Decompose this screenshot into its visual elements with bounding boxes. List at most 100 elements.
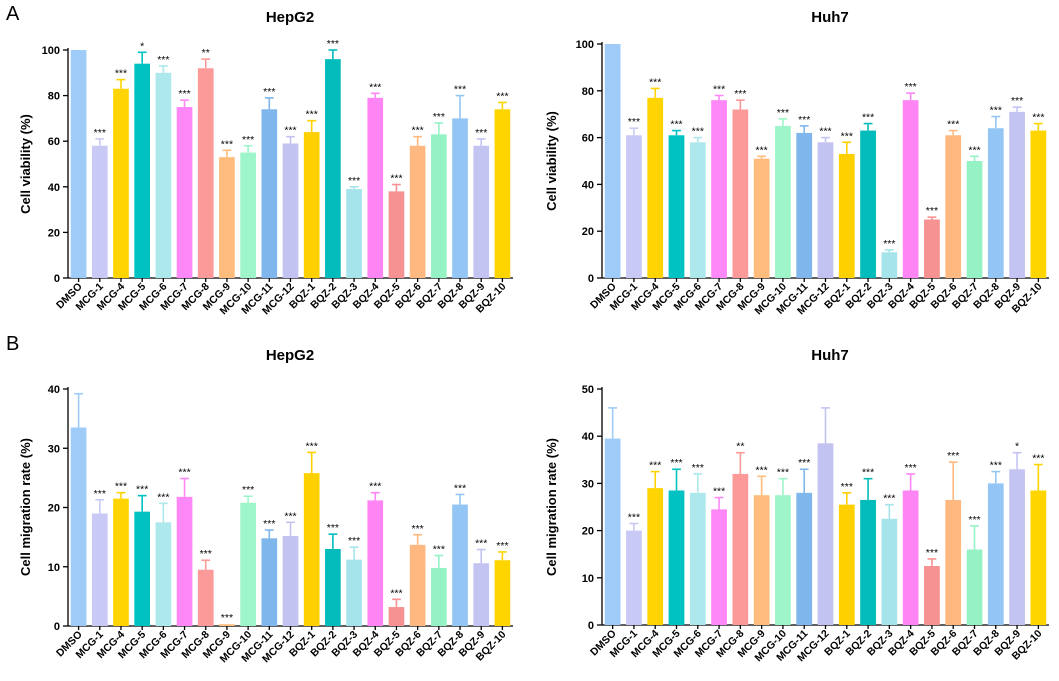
bar-bqz-5 xyxy=(388,607,405,626)
bar-bqz-3 xyxy=(881,518,898,625)
significance-label: *** xyxy=(947,119,959,131)
bar-dmso xyxy=(604,44,621,278)
significance-label: *** xyxy=(115,481,127,493)
bar-dmso xyxy=(70,427,87,626)
significance-label: *** xyxy=(819,126,831,138)
significance-label: *** xyxy=(862,112,874,124)
y-tick-label: 10 xyxy=(582,573,594,585)
bar-dmso xyxy=(70,50,87,278)
significance-label: *** xyxy=(905,462,917,474)
bar-mcg-6 xyxy=(689,492,706,625)
y-tick-label: 20 xyxy=(582,526,594,538)
significance-label: *** xyxy=(306,109,318,121)
bar-mcg-11 xyxy=(261,538,278,626)
significance-label: *** xyxy=(178,88,190,100)
bar-mcg-6 xyxy=(155,72,172,278)
significance-label: *** xyxy=(263,518,275,530)
bar-mcg-6 xyxy=(155,522,172,626)
bar-bqz-10 xyxy=(494,109,511,278)
significance-label: *** xyxy=(348,175,360,187)
significance-label: *** xyxy=(284,510,296,522)
chart-title: Huh7 xyxy=(811,9,849,26)
y-tick-label: 50 xyxy=(582,384,594,396)
bar-bqz-9 xyxy=(1009,469,1025,625)
bar-bqz-10 xyxy=(1030,130,1047,278)
significance-label: *** xyxy=(263,86,275,98)
significance-label: *** xyxy=(841,481,853,493)
significance-label: *** xyxy=(926,547,938,559)
significance-label: *** xyxy=(841,130,853,142)
bar-bqz-9 xyxy=(473,563,490,626)
significance-label: *** xyxy=(926,205,938,217)
significance-label: *** xyxy=(862,467,874,479)
significance-label: *** xyxy=(883,238,895,250)
bar-mcg-10 xyxy=(775,495,791,625)
significance-label: *** xyxy=(157,491,169,503)
bar-mcg-7 xyxy=(176,107,193,278)
significance-label: *** xyxy=(475,127,487,139)
significance-label: *** xyxy=(1032,453,1044,465)
bar-bqz-8 xyxy=(452,504,468,626)
significance-label: *** xyxy=(475,538,487,550)
significance-label: *** xyxy=(713,83,725,95)
y-axis-label: Cell viability (%) xyxy=(18,114,33,214)
significance-label: *** xyxy=(798,457,810,469)
y-tick-label: 20 xyxy=(48,227,60,239)
significance-label: *** xyxy=(94,127,106,139)
significance-label: *** xyxy=(433,111,445,123)
bar-bqz-8 xyxy=(452,118,468,279)
significance-label: *** xyxy=(496,90,508,102)
bar-mcg-1 xyxy=(91,513,108,626)
significance-label: *** xyxy=(756,144,768,156)
significance-label: *** xyxy=(670,457,682,469)
significance-label: *** xyxy=(713,486,725,498)
bar-mcg-9 xyxy=(219,157,235,278)
y-tick-label: 0 xyxy=(588,273,594,285)
bar-mcg-4 xyxy=(647,488,664,625)
bar-bqz-4 xyxy=(902,100,919,278)
bar-mcg-5 xyxy=(668,135,685,278)
bar-mcg-8 xyxy=(197,569,214,626)
significance-label: *** xyxy=(433,543,445,555)
significance-label: *** xyxy=(157,54,169,66)
significance-label: *** xyxy=(369,481,381,493)
bar-mcg-12 xyxy=(817,443,834,625)
bar-mcg-7 xyxy=(711,100,727,278)
significance-label: *** xyxy=(496,540,508,552)
bar-mcg-7 xyxy=(711,509,727,625)
bar-bqz-2 xyxy=(860,499,876,625)
significance-label: *** xyxy=(369,81,381,93)
significance-label: *** xyxy=(990,460,1002,472)
significance-label: *** xyxy=(327,38,339,50)
y-tick-label: 0 xyxy=(54,621,60,633)
significance-label: *** xyxy=(1032,112,1044,124)
bar-bqz-1 xyxy=(303,132,320,278)
bar-bqz-3 xyxy=(881,252,898,278)
significance-label: *** xyxy=(221,612,233,624)
significance-label: *** xyxy=(242,484,254,496)
bar-mcg-10 xyxy=(240,502,256,626)
bar-mcg-6 xyxy=(689,142,706,278)
y-tick-label: 100 xyxy=(576,39,594,51)
significance-label: *** xyxy=(390,173,402,185)
significance-label: *** xyxy=(734,88,746,100)
significance-label: *** xyxy=(454,482,466,494)
significance-label: *** xyxy=(221,138,233,150)
y-tick-label: 40 xyxy=(48,384,60,396)
y-tick-label: 30 xyxy=(48,443,60,455)
bar-mcg-11 xyxy=(796,132,813,278)
significance-label: *** xyxy=(798,114,810,126)
bar-mcg-1 xyxy=(626,135,642,278)
bar-mcg-11 xyxy=(261,109,278,278)
bar-dmso xyxy=(604,438,621,625)
bar-mcg-1 xyxy=(626,530,642,625)
bar-bqz-6 xyxy=(409,145,426,278)
y-axis-label: Cell viability (%) xyxy=(544,111,559,211)
bar-bqz-6 xyxy=(945,499,962,625)
significance-label: *** xyxy=(692,462,704,474)
significance-label: *** xyxy=(883,493,895,505)
